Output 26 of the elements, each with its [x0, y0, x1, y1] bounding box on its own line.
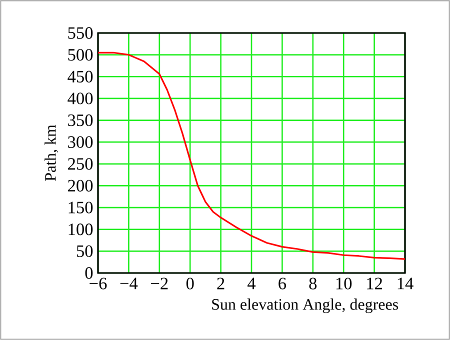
- x-tick-label: −2: [151, 278, 168, 290]
- y-axis-title: Path, km: [44, 124, 58, 181]
- y-tick-label: 400: [68, 92, 93, 104]
- x-tick-label: 6: [278, 278, 286, 290]
- y-tick-label: 150: [68, 202, 93, 214]
- x-axis-title: Sun elevation Angle, degrees: [212, 298, 398, 314]
- x-tick-label: −4: [120, 278, 138, 290]
- y-tick-label: 100: [68, 224, 93, 236]
- line-series: [98, 52, 405, 260]
- y-tick-label: 550: [68, 27, 93, 39]
- x-tick-label: 14: [398, 278, 414, 290]
- x-tick-label: 2: [217, 278, 224, 290]
- y-tick-label: 450: [68, 70, 93, 82]
- y-tick-label: 500: [68, 48, 93, 61]
- x-tick-label: 10: [336, 278, 352, 290]
- y-tick-label: 350: [68, 114, 93, 126]
- y-tick-label: 0: [85, 267, 93, 279]
- y-tick-label: 250: [68, 158, 93, 170]
- x-tick-label: 12: [367, 278, 382, 290]
- x-tick-label: 0: [186, 278, 194, 290]
- y-tick-label: 300: [68, 136, 93, 148]
- x-tick-label: 8: [309, 278, 317, 290]
- y-tick-label: 200: [68, 180, 93, 192]
- x-tick-label: 4: [248, 278, 256, 290]
- y-tick-label: 50: [76, 245, 93, 258]
- x-tick-label: −6: [90, 278, 107, 290]
